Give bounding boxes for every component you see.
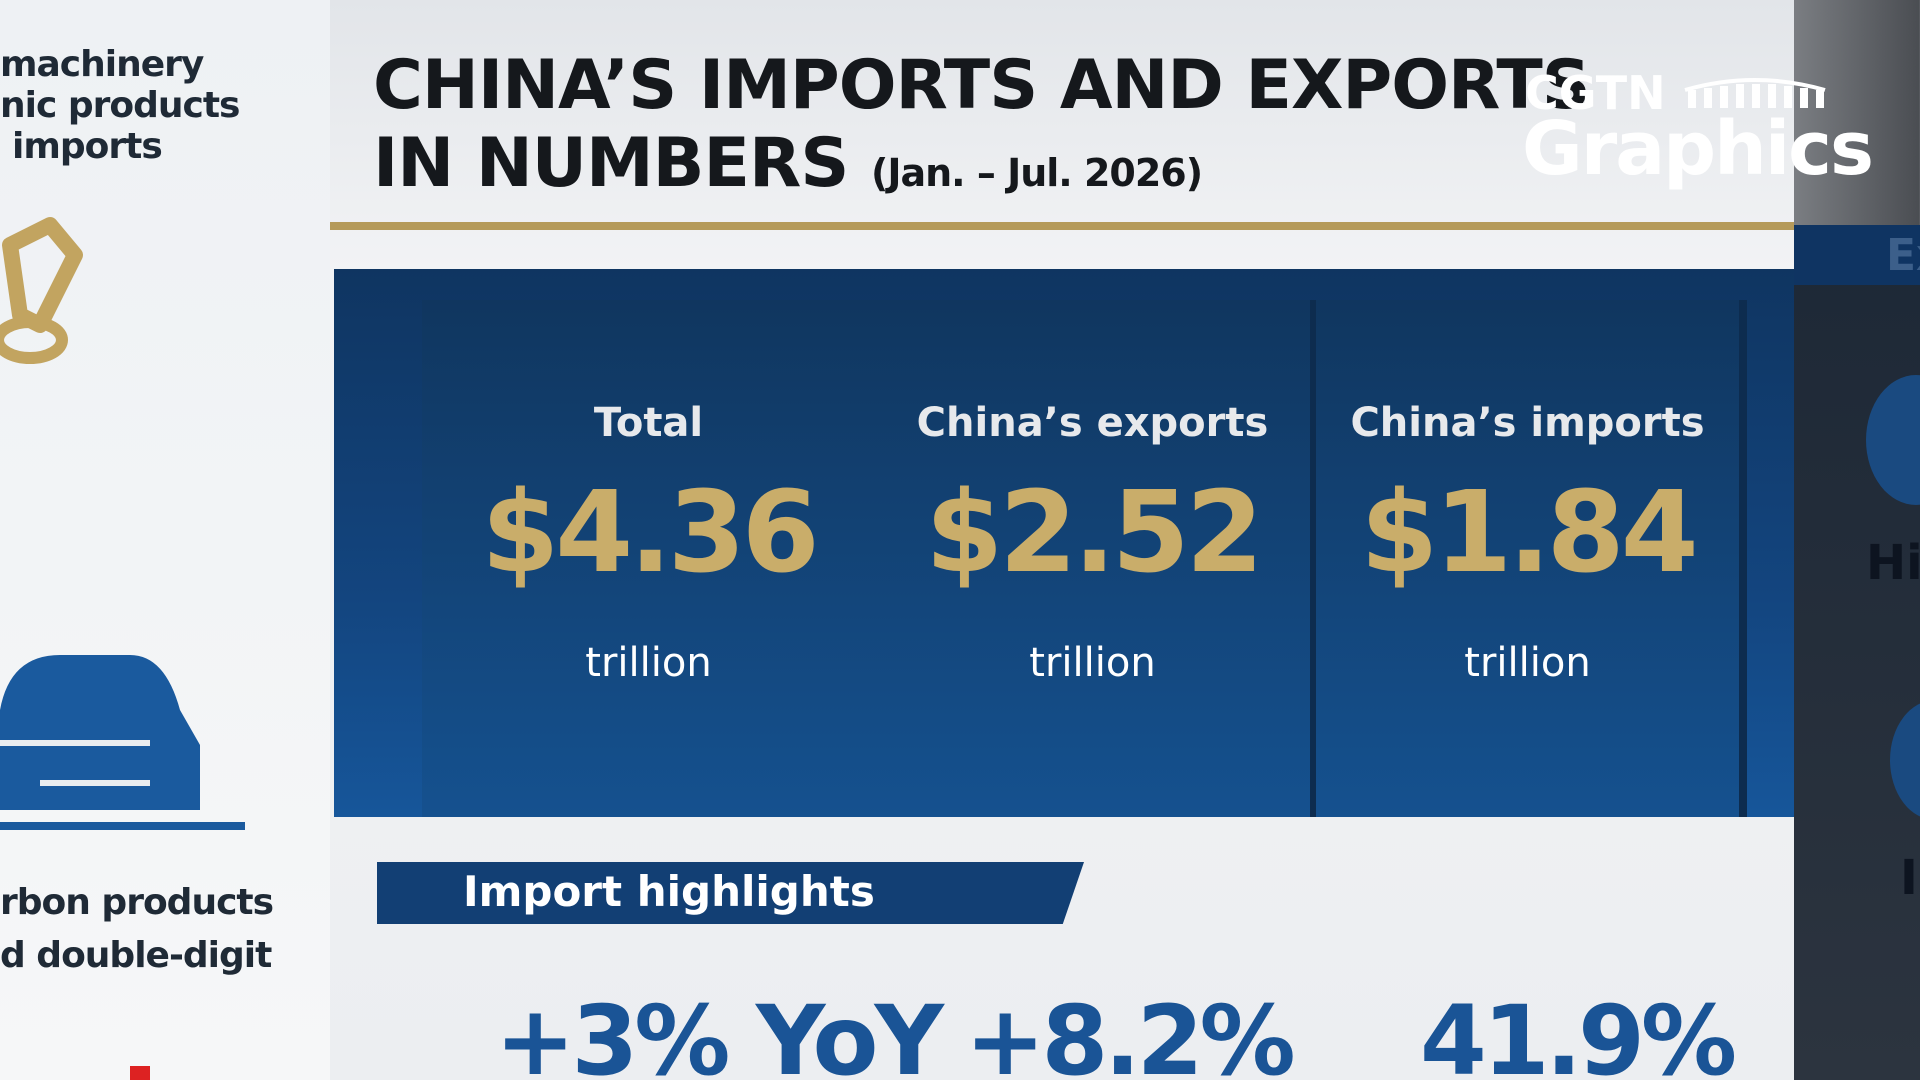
car-icon [0, 655, 245, 830]
left-text: machinery [0, 44, 204, 85]
left-text: imports [12, 126, 163, 167]
stat-card: Total $4.36 trillion [422, 300, 883, 817]
title-line: IN NUMBERS [373, 124, 849, 203]
card-label: China’s imports [1350, 400, 1705, 446]
card-label: China’s exports [916, 400, 1269, 446]
card-unit: trillion [1464, 640, 1591, 686]
left-text: d double-digit [0, 935, 272, 976]
stat-card: China’s imports $1.84 trillion [1316, 300, 1747, 817]
card-label: Total [593, 400, 704, 446]
left-text: rbon products [0, 882, 274, 923]
title: IN NUMBERS (Jan. – Jul. 2026) [373, 124, 1203, 203]
card-value: $4.36 [481, 468, 819, 598]
stat-card: China’s exports $2.52 trillion [875, 300, 1318, 817]
left-text: nic products [0, 85, 240, 126]
highlight-figure: +3% YoY [495, 985, 944, 1080]
highlight-figure: +8.2% [965, 985, 1296, 1080]
right-heading: Ex [1886, 230, 1920, 281]
logo-brand: CGTN [1525, 66, 1666, 120]
robot-icon [0, 217, 83, 364]
card-unit: trillion [1029, 640, 1156, 686]
card-value: $1.84 [1360, 468, 1698, 598]
card-unit: trillion [585, 640, 712, 686]
period: (Jan. – Jul. 2026) [870, 151, 1203, 195]
highlight-figure: 41.9% [1420, 985, 1737, 1080]
highlight-banner [377, 862, 1084, 924]
gold-rule [330, 222, 1794, 230]
red-mark [130, 1066, 150, 1080]
right-header [1794, 225, 1920, 285]
highlight-heading: Import highlights [463, 867, 875, 916]
left-panel [0, 0, 330, 1080]
right-item: I [1900, 850, 1918, 906]
right-panel [1794, 225, 1920, 1080]
right-item: Hi [1866, 535, 1920, 591]
logo-label: Graphics [1522, 106, 1874, 192]
title: CHINA’S IMPORTS AND EXPORTS [373, 46, 1591, 125]
logo-bars [1684, 78, 1826, 108]
card-value: $2.52 [925, 468, 1263, 598]
